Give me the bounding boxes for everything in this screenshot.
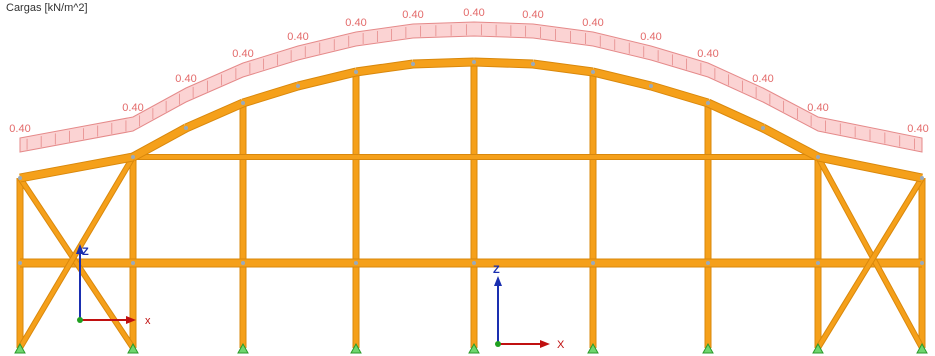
- member: [18, 155, 135, 350]
- load-label: 0.40: [582, 17, 603, 29]
- node: [18, 176, 22, 180]
- node: [184, 126, 188, 130]
- node: [131, 155, 135, 159]
- view-title: Cargas [kN/m^2]: [6, 2, 88, 14]
- structure: [14, 21, 928, 354]
- load-label: 0.40: [232, 48, 253, 60]
- member: [817, 153, 923, 182]
- node: [816, 155, 820, 159]
- support: [702, 342, 714, 354]
- node: [706, 261, 710, 265]
- node: [354, 261, 358, 265]
- member: [816, 176, 924, 350]
- member: [649, 82, 710, 107]
- member: [473, 58, 534, 68]
- load-label: 0.40: [402, 9, 423, 21]
- axis-z-label: Z: [493, 264, 500, 276]
- axis-x-label: X: [557, 339, 565, 351]
- member: [532, 60, 594, 76]
- load-label: 0.40: [752, 73, 773, 85]
- support: [127, 342, 139, 354]
- support: [916, 342, 928, 354]
- node: [649, 84, 653, 88]
- node: [411, 62, 415, 66]
- node: [591, 261, 595, 265]
- axis-x-label: x: [145, 315, 151, 327]
- node: [591, 70, 595, 74]
- axis-triad: Z x: [76, 244, 151, 327]
- load-label: 0.40: [640, 31, 661, 43]
- support: [812, 342, 824, 354]
- node: [920, 176, 924, 180]
- node: [131, 261, 135, 265]
- support: [468, 342, 480, 354]
- member: [816, 156, 924, 349]
- member: [761, 124, 820, 161]
- axis-z-label: Z: [82, 246, 89, 258]
- load-band: [19, 21, 923, 153]
- member: [241, 82, 300, 107]
- load-label: 0.40: [463, 7, 484, 19]
- node: [920, 261, 924, 265]
- load-label: 0.40: [122, 102, 143, 114]
- member: [706, 99, 765, 132]
- node: [706, 101, 710, 105]
- member: [592, 68, 652, 90]
- load-label: 0.40: [907, 123, 928, 135]
- load-label: 0.40: [697, 48, 718, 60]
- support: [237, 342, 249, 354]
- node: [296, 84, 300, 88]
- load-label: 0.40: [345, 17, 366, 29]
- node: [472, 60, 476, 64]
- load-label: 0.40: [9, 123, 30, 135]
- axis-triad: Z X: [493, 264, 565, 351]
- node: [241, 101, 245, 105]
- node: [531, 62, 535, 66]
- node: [761, 126, 765, 130]
- node: [354, 70, 358, 74]
- node: [816, 261, 820, 265]
- node: [241, 261, 245, 265]
- support: [587, 342, 599, 354]
- load-label: 0.40: [807, 102, 828, 114]
- support: [350, 342, 362, 354]
- member: [412, 58, 475, 68]
- load-label: 0.40: [287, 31, 308, 43]
- load-label: 0.40: [175, 73, 196, 85]
- node: [18, 261, 22, 265]
- load-label: 0.40: [522, 9, 543, 21]
- member: [19, 153, 134, 182]
- member: [355, 60, 414, 76]
- member: [297, 68, 357, 90]
- member: [184, 99, 245, 132]
- member: [131, 124, 188, 161]
- node: [472, 261, 476, 265]
- support: [14, 342, 26, 354]
